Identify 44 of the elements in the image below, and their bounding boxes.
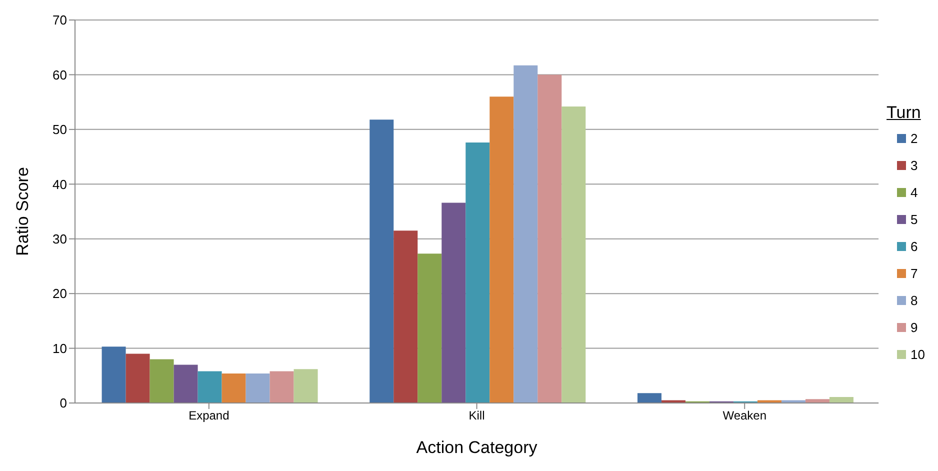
- bar: [562, 106, 586, 403]
- x-axis-title: Action Category: [416, 438, 538, 457]
- bar: [222, 373, 246, 403]
- y-tick-label: 10: [52, 340, 67, 356]
- legend-label: 5: [910, 212, 918, 227]
- y-tick-label: 40: [52, 176, 67, 192]
- bar: [102, 346, 126, 403]
- legend-label: 3: [910, 158, 918, 173]
- y-tick-label: 20: [52, 286, 67, 302]
- bar: [174, 364, 198, 403]
- bar: [829, 396, 854, 403]
- bar: [466, 142, 490, 403]
- bar: [198, 371, 222, 403]
- bar: [150, 359, 174, 403]
- bar: [514, 65, 538, 403]
- legend-label: 8: [910, 293, 918, 308]
- bar: [394, 230, 418, 403]
- y-tick-label: 60: [52, 67, 67, 82]
- y-tick-label: 30: [52, 231, 67, 246]
- bar: [490, 96, 514, 403]
- legend-label: 2: [910, 131, 918, 146]
- legend-label: 10: [910, 347, 925, 362]
- bar: [270, 371, 294, 403]
- bar: [370, 120, 394, 403]
- legend-label: 7: [910, 266, 918, 281]
- x-tick-label: Expand: [188, 408, 230, 423]
- bar: [246, 373, 270, 403]
- legend-title: Turn: [886, 103, 922, 123]
- y-tick-label: 0: [60, 396, 67, 411]
- legend-label: 9: [910, 320, 918, 335]
- bar: [637, 393, 662, 403]
- y-tick-label: 50: [52, 122, 67, 138]
- bar: [294, 369, 318, 403]
- x-tick-label: Kill: [468, 408, 485, 423]
- bar: [538, 74, 562, 403]
- y-axis-title: Ratio Score: [13, 167, 32, 256]
- x-tick-label: Weaken: [722, 408, 767, 423]
- bar: [805, 399, 830, 403]
- legend-label: 4: [910, 185, 918, 200]
- y-tick-label: 70: [52, 12, 67, 28]
- bar: [442, 202, 466, 403]
- legend-label: 6: [910, 239, 918, 254]
- bar: [126, 354, 150, 403]
- bar: [418, 254, 442, 403]
